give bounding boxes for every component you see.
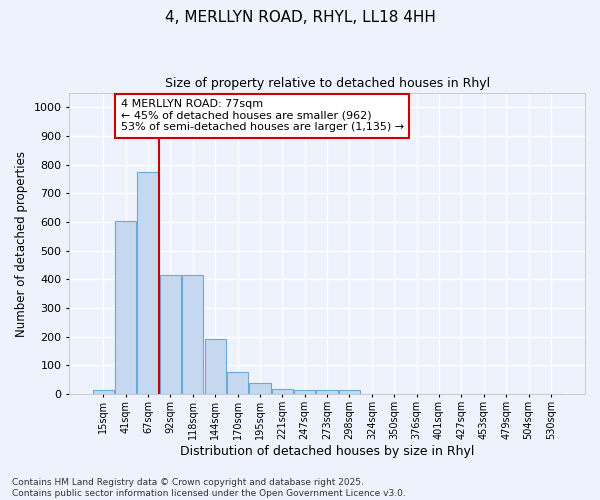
Bar [339, 390, 360, 394]
Bar [227, 372, 248, 394]
Bar [294, 390, 316, 394]
X-axis label: Distribution of detached houses by size in Rhyl: Distribution of detached houses by size … [180, 444, 474, 458]
Text: 4, MERLLYN ROAD, RHYL, LL18 4HH: 4, MERLLYN ROAD, RHYL, LL18 4HH [164, 10, 436, 25]
Bar [250, 382, 271, 394]
Bar [272, 389, 293, 394]
Bar [205, 338, 226, 394]
Bar [160, 275, 181, 394]
Bar [92, 390, 114, 394]
Bar [115, 220, 136, 394]
Title: Size of property relative to detached houses in Rhyl: Size of property relative to detached ho… [164, 78, 490, 90]
Text: 4 MERLLYN ROAD: 77sqm
← 45% of detached houses are smaller (962)
53% of semi-det: 4 MERLLYN ROAD: 77sqm ← 45% of detached … [121, 99, 404, 132]
Y-axis label: Number of detached properties: Number of detached properties [15, 150, 28, 336]
Bar [182, 275, 203, 394]
Bar [137, 172, 158, 394]
Text: Contains HM Land Registry data © Crown copyright and database right 2025.
Contai: Contains HM Land Registry data © Crown c… [12, 478, 406, 498]
Bar [316, 390, 338, 394]
